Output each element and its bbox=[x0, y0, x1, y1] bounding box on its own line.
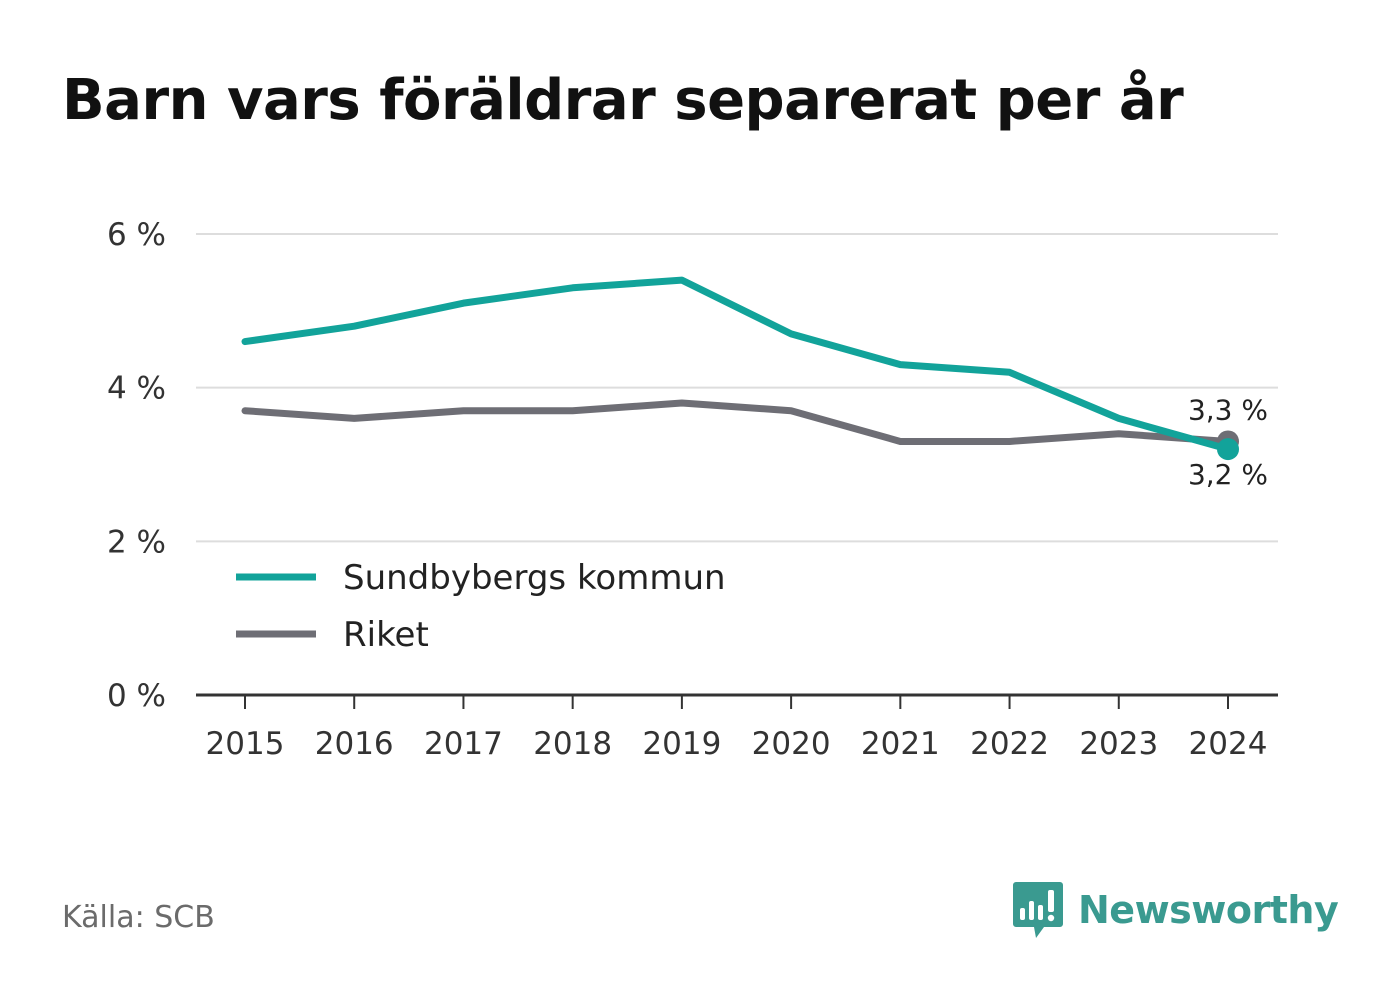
end-labels: 3,3 % 3,2 % bbox=[1188, 393, 1268, 491]
x-tick-label: 2021 bbox=[861, 726, 940, 762]
y-tick-label: 6 % bbox=[107, 217, 166, 253]
chart-title: Barn vars föräldrar separerat per år bbox=[62, 68, 1184, 133]
x-axis bbox=[196, 693, 1278, 709]
brand-name: Newsworthy bbox=[1078, 888, 1339, 932]
y-axis: 0 % 2 % 4 % 6 % bbox=[107, 217, 166, 714]
y-tick-label: 4 % bbox=[107, 371, 166, 407]
series-line-riket bbox=[241, 399, 1232, 445]
x-tick-label: 2018 bbox=[533, 726, 612, 762]
end-value-label: 3,2 % bbox=[1188, 458, 1268, 491]
x-tick-label: 2020 bbox=[752, 726, 831, 762]
brand-logo: Newsworthy bbox=[1012, 878, 1339, 942]
x-tick-label: 2023 bbox=[1079, 726, 1158, 762]
legend-label: Sundbybergs kommun bbox=[343, 558, 726, 598]
x-tick-label: 2015 bbox=[206, 726, 285, 762]
x-tick-label: 2016 bbox=[315, 726, 394, 762]
gridlines bbox=[196, 233, 1278, 543]
y-tick-label: 2 % bbox=[107, 524, 166, 560]
legend-label: Riket bbox=[343, 615, 429, 655]
series-lines bbox=[241, 276, 1239, 461]
end-point-sundbybergs-kommun bbox=[1217, 438, 1239, 461]
legend: Sundbybergs kommun Riket bbox=[236, 558, 726, 655]
x-tick-label: 2017 bbox=[424, 726, 503, 762]
source-note: Källa: SCB bbox=[62, 900, 215, 935]
x-tick-label: 2019 bbox=[642, 726, 721, 762]
x-tick-label: 2024 bbox=[1189, 726, 1268, 762]
x-tick-label: 2022 bbox=[970, 726, 1049, 762]
series-line-sundbybergs-kommun bbox=[241, 276, 1232, 453]
x-tick-labels: 2015 2016 2017 2018 2019 2020 2021 2022 2023 2024 bbox=[206, 726, 1268, 762]
y-tick-label: 0 % bbox=[107, 678, 166, 714]
newsworthy-logo-icon bbox=[1013, 882, 1063, 938]
end-value-label: 3,3 % bbox=[1188, 393, 1268, 426]
